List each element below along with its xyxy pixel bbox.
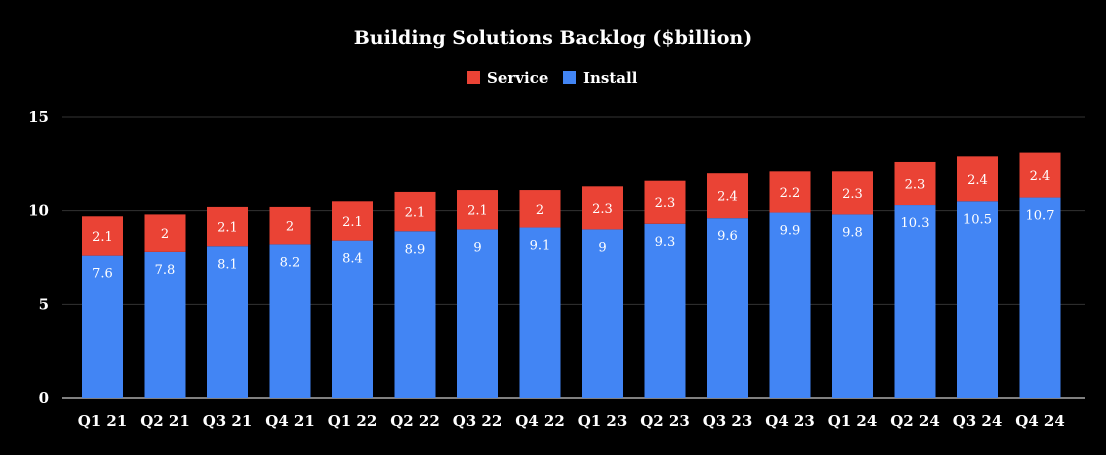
data-label-install: 10.7 [1026,209,1055,224]
x-tick-label: Q1 24 [828,412,878,430]
bar-service [332,201,373,241]
data-label-service: 2.2 [780,186,801,201]
data-label-service: 2.1 [342,215,363,230]
legend-label-install: Install [583,69,638,87]
bar-install [207,246,248,398]
bar-install [707,218,748,398]
x-tick-label: Q4 22 [515,412,565,430]
data-label-service: 2 [286,220,294,235]
bar-service [707,173,748,219]
x-axis: Q1 21 Q2 21 Q3 21 Q4 21 Q1 22 Q2 22 Q3 22 Q4 22… [78,412,1065,430]
data-label-service: 2.1 [467,204,488,219]
data-label-service: 2.4 [717,190,738,205]
bar-install [269,244,311,398]
bar-service [894,161,936,206]
bar-install [332,240,373,398]
data-label-service: 2 [161,227,169,242]
x-tick-label: Q2 23 [640,412,690,430]
legend-label-service: Service [487,69,548,87]
bar-service [582,186,623,230]
chart-title: Building Solutions Backlog ($billion) [354,27,752,49]
bar-service [207,206,248,247]
data-label-service: 2.3 [592,202,613,217]
bar-service [82,216,123,256]
x-tick-label: Q4 24 [1015,412,1065,430]
bar-install [457,229,498,398]
bar-service [269,206,311,245]
data-label-service: 2.3 [842,187,863,202]
data-label-service: 2.4 [1030,169,1051,184]
x-tick-label: Q3 23 [703,412,753,430]
x-tick-label: Q2 24 [890,412,940,430]
x-tick-label: Q4 23 [765,412,815,430]
bar-service [957,156,998,202]
data-label-install: 7.8 [155,263,176,278]
data-label-service: 2 [536,203,544,218]
data-label-install: 9 [598,240,606,255]
bar-install [519,227,561,398]
x-tick-label: Q2 22 [390,412,440,430]
bar-install [769,212,811,398]
data-label-install: 8.1 [217,257,238,272]
x-tick-label: Q3 22 [453,412,503,430]
x-tick-label: Q4 21 [265,412,315,430]
data-label-service: 2.1 [405,206,426,221]
x-tick-label: Q1 21 [78,412,128,430]
legend-swatch-install [563,71,576,84]
data-label-install: 9.9 [780,224,801,239]
bar-service [394,191,436,232]
y-tick-label: 5 [39,295,49,313]
data-label-install: 8.9 [405,242,426,257]
data-labels: 7.6 2.1 7.8 2 8.1 2.1 8.2 2 8.4 2.1 8.9 2.1 9 2.1 9.1 2… [92,169,1054,282]
x-tick-label: Q2 21 [140,412,190,430]
bar-service [644,180,686,224]
data-label-install: 9.6 [717,229,738,244]
data-label-install: 9 [473,240,481,255]
y-axis: 0 5 10 15 [28,108,49,407]
data-label-service: 2.4 [967,173,988,188]
bar-install [894,205,936,398]
y-tick-label: 0 [39,389,49,407]
bars [82,152,1061,398]
bar-service [1019,152,1061,198]
x-tick-label: Q1 23 [578,412,628,430]
data-label-install: 8.2 [280,255,301,270]
bar-install [1019,197,1061,398]
bar-service [457,190,498,230]
bar-service [144,214,186,252]
data-label-install: 8.4 [342,252,363,267]
data-label-install: 10.3 [901,216,930,231]
legend: Service Install [467,69,638,87]
bar-install [394,231,436,398]
bar-install [82,255,123,398]
bar-install [957,201,998,398]
data-label-install: 9.1 [530,239,551,254]
data-label-service: 2.1 [92,230,113,245]
y-tick-label: 10 [28,202,49,220]
legend-swatch-service [467,71,480,84]
data-label-service: 2.3 [905,178,926,193]
x-tick-label: Q1 22 [328,412,378,430]
y-tick-label: 15 [28,108,49,126]
data-label-install: 9.8 [842,225,863,240]
bar-install [832,214,873,398]
bar-service [832,171,873,215]
data-label-install: 9.3 [655,235,676,250]
bar-install [644,223,686,398]
x-tick-label: Q3 24 [953,412,1003,430]
data-label-service: 2.1 [217,221,238,236]
data-label-install: 10.5 [963,212,992,227]
data-label-install: 7.6 [92,267,113,282]
bar-install [582,229,623,398]
bar-service [769,171,811,213]
x-tick-label: Q3 21 [203,412,253,430]
data-label-service: 2.3 [655,196,676,211]
bar-install [144,251,186,398]
bar-service [519,190,561,228]
